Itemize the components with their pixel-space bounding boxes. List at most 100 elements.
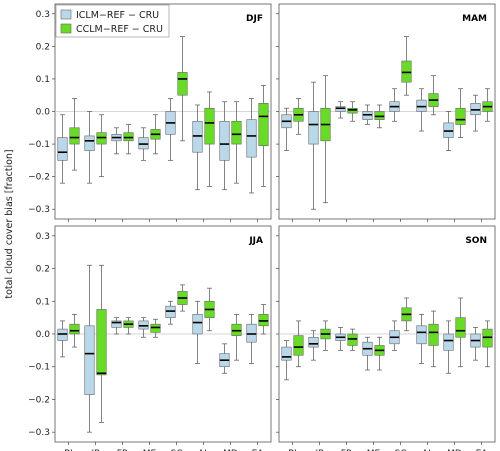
y-tick-label: −0.3 xyxy=(28,428,50,438)
x-tick-label: SC xyxy=(395,449,407,451)
y-tick-label: −0.1 xyxy=(28,140,50,150)
box-djf-md-s1 xyxy=(219,101,230,191)
y-tick-label: 0.0 xyxy=(36,330,51,340)
box-body xyxy=(246,323,257,343)
box-body xyxy=(416,325,427,345)
y-tick-label: 0.3 xyxy=(36,10,50,20)
box-body xyxy=(57,137,68,161)
y-tick-label: 0.1 xyxy=(36,297,50,307)
box-body xyxy=(428,323,439,346)
season-label: JJA xyxy=(248,236,263,246)
box-son-fr-s1 xyxy=(335,327,346,351)
x-tick-label: BI xyxy=(64,449,73,451)
box-body xyxy=(96,309,107,376)
box-djf-ip-s1 xyxy=(84,111,95,184)
box-body xyxy=(281,346,292,361)
season-label: SON xyxy=(465,236,487,246)
box-jja-ea-s2 xyxy=(258,304,269,335)
box-djf-sc-s1 xyxy=(165,98,176,161)
x-tick-label: IP xyxy=(91,449,100,451)
box-son-ip-s1 xyxy=(308,330,319,361)
y-tick-label: −0.2 xyxy=(28,395,50,405)
box-mam-bi-s2 xyxy=(293,98,304,135)
box-jja-fr-s1 xyxy=(111,317,122,335)
box-body xyxy=(96,132,107,145)
box-body xyxy=(84,135,95,151)
box-jja-ip-s2 xyxy=(96,264,107,423)
box-body xyxy=(192,314,203,335)
x-tick-label: AL xyxy=(422,449,433,451)
box-mam-sc-s2 xyxy=(401,36,412,96)
x-tick-label: MD xyxy=(447,449,462,451)
panel-djf: −0.3 −0.2 −0.1 0.0 0.1 0.2 0.3 DJF xyxy=(28,3,272,222)
box-son-me-s2 xyxy=(374,336,385,371)
box-body xyxy=(443,122,454,138)
box-son-ea-s2 xyxy=(482,320,493,368)
y-axis-label: total cloud cover bias [fraction] xyxy=(4,149,15,298)
box-djf-ea-s2 xyxy=(258,85,269,187)
box-djf-fr-s1 xyxy=(111,127,122,155)
box-jja-bi-s1 xyxy=(57,320,68,358)
box-mam-fr-s1 xyxy=(335,101,346,119)
box-djf-bi-s1 xyxy=(57,114,68,184)
panel-son: BI IP FR ME SC AL MD EA SON xyxy=(276,225,496,451)
box-son-al-s2 xyxy=(428,310,439,368)
box-body xyxy=(401,60,412,83)
panels-layer: −0.3−0.2−0.10.00.10.20.3 DJF MAM−0.3−0.2−0… xyxy=(28,3,496,451)
box-djf-me-s2 xyxy=(150,114,161,155)
box-mam-al-s2 xyxy=(428,75,439,116)
box-son-ip-s2 xyxy=(320,320,331,351)
y-tick-label: −0.2 xyxy=(28,173,50,183)
box-body xyxy=(69,127,80,145)
box-body xyxy=(455,317,466,338)
box-jja-al-s1 xyxy=(192,300,203,364)
box-son-bi-s2 xyxy=(293,320,304,368)
box-body xyxy=(69,323,80,335)
box-mam-bi-s1 xyxy=(281,107,292,151)
box-body xyxy=(347,107,358,114)
x-tick-label: SC xyxy=(171,449,183,451)
y-tick-label: 0.1 xyxy=(36,75,50,85)
season-label: DJF xyxy=(246,14,263,24)
box-djf-me-s1 xyxy=(138,127,149,161)
legend-swatch xyxy=(60,9,72,20)
box-mam-fr-s2 xyxy=(347,101,358,122)
box-body xyxy=(111,320,122,328)
box-body xyxy=(150,323,161,333)
box-mam-ea-s2 xyxy=(482,88,493,122)
box-body xyxy=(123,132,134,142)
box-mam-me-s1 xyxy=(362,104,373,125)
box-body xyxy=(258,314,269,327)
box-body xyxy=(347,333,358,346)
box-son-bi-s1 xyxy=(281,340,292,381)
box-djf-bi-s2 xyxy=(69,98,80,171)
box-jja-md-s1 xyxy=(219,343,230,374)
box-body xyxy=(374,111,385,120)
y-tick-label: 0.0 xyxy=(36,108,51,118)
box-jja-fr-s2 xyxy=(123,317,134,335)
x-tick-label: ME xyxy=(143,449,157,451)
box-son-ea-s1 xyxy=(470,327,481,361)
box-djf-ip-s2 xyxy=(96,114,107,178)
box-body xyxy=(335,106,346,112)
box-body xyxy=(246,119,257,158)
x-tick-label: EA xyxy=(476,449,489,451)
legend-entry-label: CCLM−REF − CRU xyxy=(76,24,163,35)
box-djf-fr-s2 xyxy=(123,124,134,155)
y-tick-label: 0.3 xyxy=(36,232,50,242)
box-body xyxy=(84,325,95,395)
box-jja-me-s1 xyxy=(138,317,149,338)
box-son-md-s2 xyxy=(455,297,466,368)
x-tick-label: IP xyxy=(315,449,324,451)
box-body xyxy=(204,107,215,145)
box-mam-sc-s1 xyxy=(389,88,400,122)
box-son-sc-s1 xyxy=(389,320,400,351)
x-tick-label: AL xyxy=(198,449,209,451)
box-jja-sc-s1 xyxy=(165,300,176,325)
box-djf-al-s1 xyxy=(192,104,203,191)
y-tick-label: −0.3 xyxy=(28,205,50,215)
box-body xyxy=(482,328,493,348)
box-jja-me-s2 xyxy=(150,318,161,338)
panel-mam: MAM xyxy=(276,3,496,222)
